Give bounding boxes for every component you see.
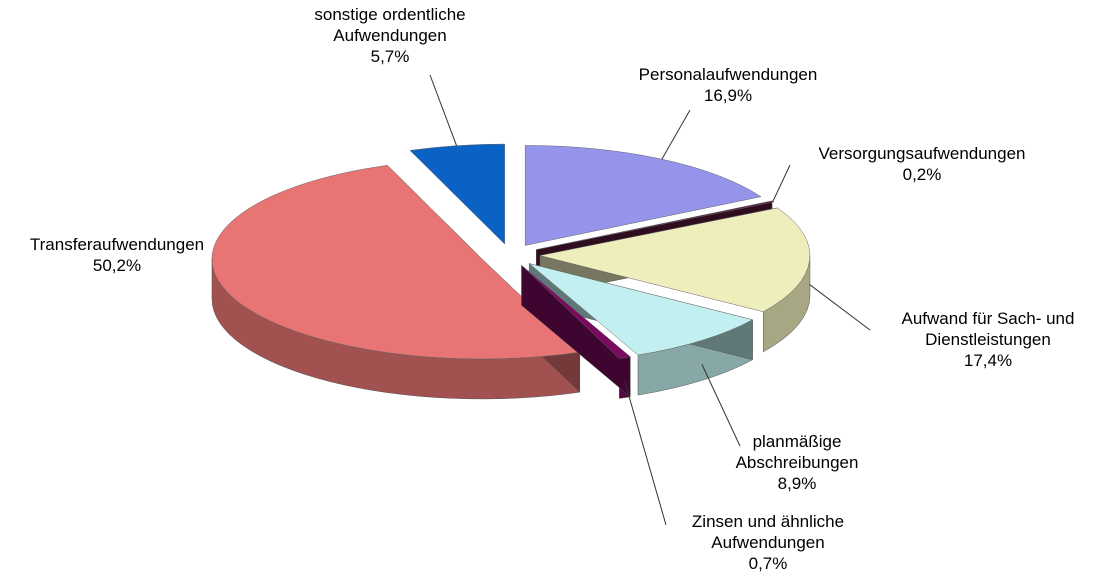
leader-line: [429, 74, 458, 146]
slice: [529, 263, 754, 356]
category-label: sonstige ordentliche Aufwendungen: [314, 5, 466, 45]
leader-line: [772, 164, 791, 202]
value-label: 8,9%: [777, 474, 817, 493]
category-label: Versorgungsaufwendungen: [818, 144, 1026, 163]
category-label: Transferaufwendungen: [29, 235, 205, 254]
data-label: planmäßige Abschreibungen 8,9%: [712, 431, 882, 494]
data-label: sonstige ordentliche Aufwendungen 5,7%: [280, 4, 500, 67]
value-label: 5,7%: [370, 47, 410, 66]
slice: [539, 207, 811, 313]
slice: [409, 143, 505, 245]
data-label: Personalaufwendungen 16,9%: [598, 64, 858, 106]
value-label: 50,2%: [92, 256, 142, 275]
slice: [211, 165, 581, 360]
category-label: planmäßige Abschreibungen: [735, 432, 859, 472]
data-label: Zinsen und ähnliche Aufwendungen 0,7%: [658, 511, 878, 574]
slice: [524, 145, 762, 246]
value-label: 16,9%: [703, 86, 753, 105]
leader-line: [701, 364, 741, 447]
data-label: Versorgungsaufwendungen 0,2%: [772, 143, 1072, 185]
data-label: Transferaufwendungen 50,2%: [2, 234, 232, 276]
value-label: 0,2%: [902, 165, 942, 184]
category-label: Aufwand für Sach- und Dienstleistungen: [901, 309, 1075, 349]
value-label: 17,4%: [963, 351, 1013, 370]
category-label: Zinsen und ähnliche Aufwendungen: [691, 512, 845, 552]
slice: [521, 265, 631, 359]
category-label: Personalaufwendungen: [638, 65, 818, 84]
leader-line: [661, 109, 691, 160]
value-label: 0,7%: [748, 554, 788, 573]
leader-line: [809, 284, 871, 331]
data-label: Aufwand für Sach- und Dienstleistungen 17…: [873, 308, 1098, 371]
leader-line: [624, 381, 667, 526]
